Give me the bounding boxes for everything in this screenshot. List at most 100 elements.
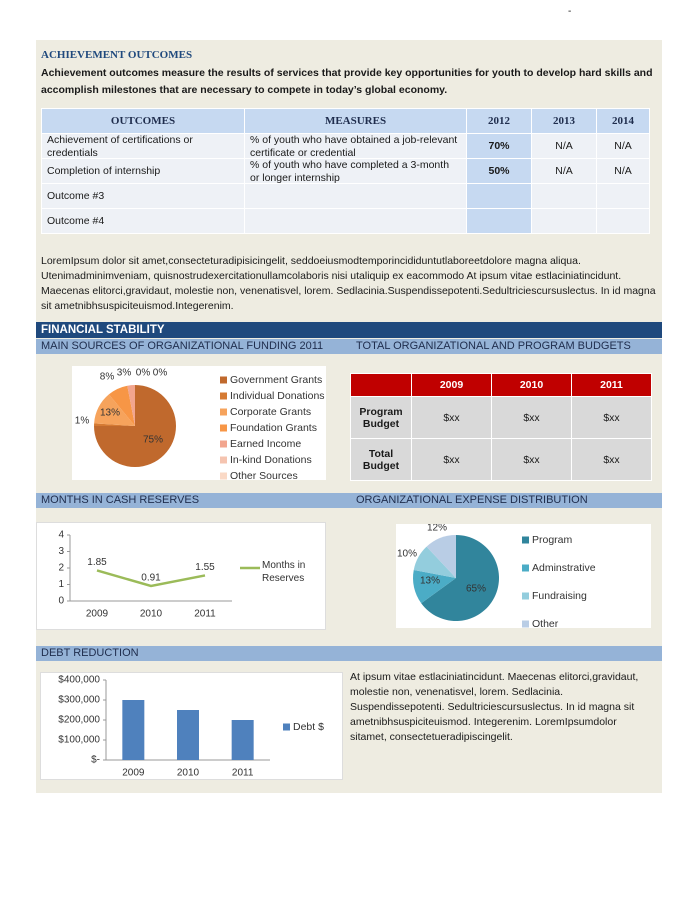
x-tick-label: 2011 [232, 768, 254, 779]
header-cell [350, 373, 412, 397]
cell-text: Outcome #4 [47, 214, 105, 227]
cell [596, 208, 650, 234]
legend-swatch [220, 376, 227, 384]
chart: 75% 1% 13% 8% 3% 0% 0% Government Grants Individ… [72, 366, 326, 480]
cell-text: 70% [488, 139, 510, 152]
page-mark: - [568, 6, 572, 17]
cell: Outcome #3 [41, 183, 245, 209]
y-tick-label: $100,000 [58, 735, 100, 746]
data-label: 0.91 [141, 573, 161, 584]
data-label: 75% [143, 435, 163, 446]
data-label: 13% [420, 576, 440, 587]
debt-text: At ipsum vitae estlaciniatincidunt. Maec… [350, 671, 639, 743]
table-title: TOTAL ORGANIZATIONAL AND PROGRAM BUDGETS [356, 340, 631, 352]
cell: $xx [571, 396, 652, 439]
y-tick-label: $200,000 [58, 715, 100, 726]
cell-text: Outcome #3 [47, 189, 105, 202]
legend-label: Corporate Grants [230, 406, 311, 418]
legend-swatch [283, 723, 290, 731]
pie-slice [413, 546, 456, 578]
data-label: 3% [117, 368, 132, 379]
legend-label: Other Sources [230, 470, 298, 480]
x-tick-label: 2009 [86, 609, 109, 620]
legend-label: Government Grants [230, 374, 322, 386]
subheader-bar: DEBT REDUCTION [36, 646, 662, 661]
chart: 65% 13% 10% 12% Program Adminstrative Fundrais… [396, 524, 651, 628]
legend-swatch [220, 408, 227, 416]
x-tick-label: 2010 [140, 609, 163, 620]
header-cell: MEASURES [244, 108, 467, 134]
header-cell: 2010 [491, 373, 572, 397]
cell [531, 183, 597, 209]
chart-title: MONTHS IN CASH RESERVES [41, 494, 200, 506]
header-cell: 2009 [411, 373, 492, 397]
legend-swatch [220, 456, 227, 464]
cell: N/A [596, 133, 650, 159]
line-series [96, 569, 206, 588]
y-tick-label: 1 [58, 579, 64, 590]
data-label: 10% [397, 549, 417, 560]
cell: Outcome #4 [41, 208, 245, 234]
legend-swatch [220, 424, 227, 432]
budget-table: 2009 2010 2011 Program Budget $xx $xx $xx Total… [350, 373, 652, 481]
row: Achievement of certifications or credent… [41, 133, 650, 159]
subheader-bar: MONTHS IN CASH RESERVES ORGANIZATIONAL E… [36, 493, 662, 508]
data-label: 0% [136, 368, 151, 379]
cell: $xx [491, 396, 572, 439]
y-tick-label: $400,000 [58, 675, 100, 686]
data-label: 0% [153, 368, 168, 379]
y-tick-label: 2 [58, 563, 64, 574]
row: Total Budget $xx $xx $xx [350, 438, 652, 481]
section-title: FINANCIAL STABILITY [41, 324, 165, 336]
pie-slice [94, 423, 135, 426]
pie-slice [421, 535, 499, 621]
cell-text: N/A [555, 164, 573, 177]
cell: % of youth who have completed a 3-month … [244, 158, 467, 184]
cell-text: % of youth who have obtained a job-relev… [250, 134, 458, 158]
header-cell: 2013 [531, 108, 597, 134]
legend-label: Individual Donations [230, 390, 325, 402]
chart: $- $100,000 $200,000 $300,000 $400,000 2009 20… [40, 672, 343, 780]
body-text: LoremIpsum dolor sit amet,consecteturadi… [41, 255, 656, 312]
header-row: OUTCOMES MEASURES 2012 2013 2014 [41, 108, 650, 134]
data-label: 65% [466, 584, 486, 595]
cell-text: N/A [555, 139, 573, 152]
legend-swatch [522, 564, 529, 572]
chart-title: DEBT REDUCTION [41, 647, 139, 659]
cell-text: 50% [488, 164, 510, 177]
cell: $xx [411, 396, 492, 439]
subheader-bar: MAIN SOURCES OF ORGANIZATIONAL FUNDING 2… [36, 339, 662, 354]
header-cell: 2012 [466, 108, 532, 134]
cell: $xx [571, 438, 652, 481]
cell [244, 183, 467, 209]
legend-swatch [220, 472, 227, 480]
row: Program Budget $xx $xx $xx [350, 396, 652, 439]
legend-swatch [522, 536, 529, 544]
x-tick-label: 2010 [177, 768, 200, 779]
legend-label: Program [532, 534, 573, 546]
section-title: ACHIEVEMENT OUTCOMES [41, 49, 193, 61]
chart: 0 1 2 3 4 2009 2010 2011 1.85 0.91 1.55 Months in R… [36, 522, 326, 630]
cell: N/A [531, 133, 597, 159]
table: OUTCOMES MEASURES 2012 2013 2014 Achievement … [41, 108, 650, 234]
cell: $xx [491, 438, 572, 481]
legend-label: Earned Income [230, 438, 301, 450]
data-label: 8% [100, 372, 115, 383]
header-cell: 2011 [571, 373, 652, 397]
y-tick-label: 3 [58, 546, 64, 557]
legend-label: Months in Reserves [262, 560, 306, 584]
legend-label: Other [532, 618, 559, 628]
header-cell: OUTCOMES [41, 108, 245, 134]
cell-text: Achievement of certifications or credent… [47, 134, 193, 158]
data-label: 12% [427, 524, 447, 534]
legend-label: In-kind Donations [230, 454, 312, 466]
bar [231, 720, 254, 760]
cell: 70% [466, 133, 532, 159]
y-tick-label: $- [91, 755, 100, 766]
y-tick-label: $300,000 [58, 695, 100, 706]
bar [177, 710, 199, 760]
chart-bg [36, 522, 326, 630]
legend-label: Debt $ [293, 721, 324, 733]
x-tick-label: 2011 [194, 609, 216, 620]
chart-title: ORGANIZATIONAL EXPENSE DISTRIBUTION [356, 494, 588, 506]
